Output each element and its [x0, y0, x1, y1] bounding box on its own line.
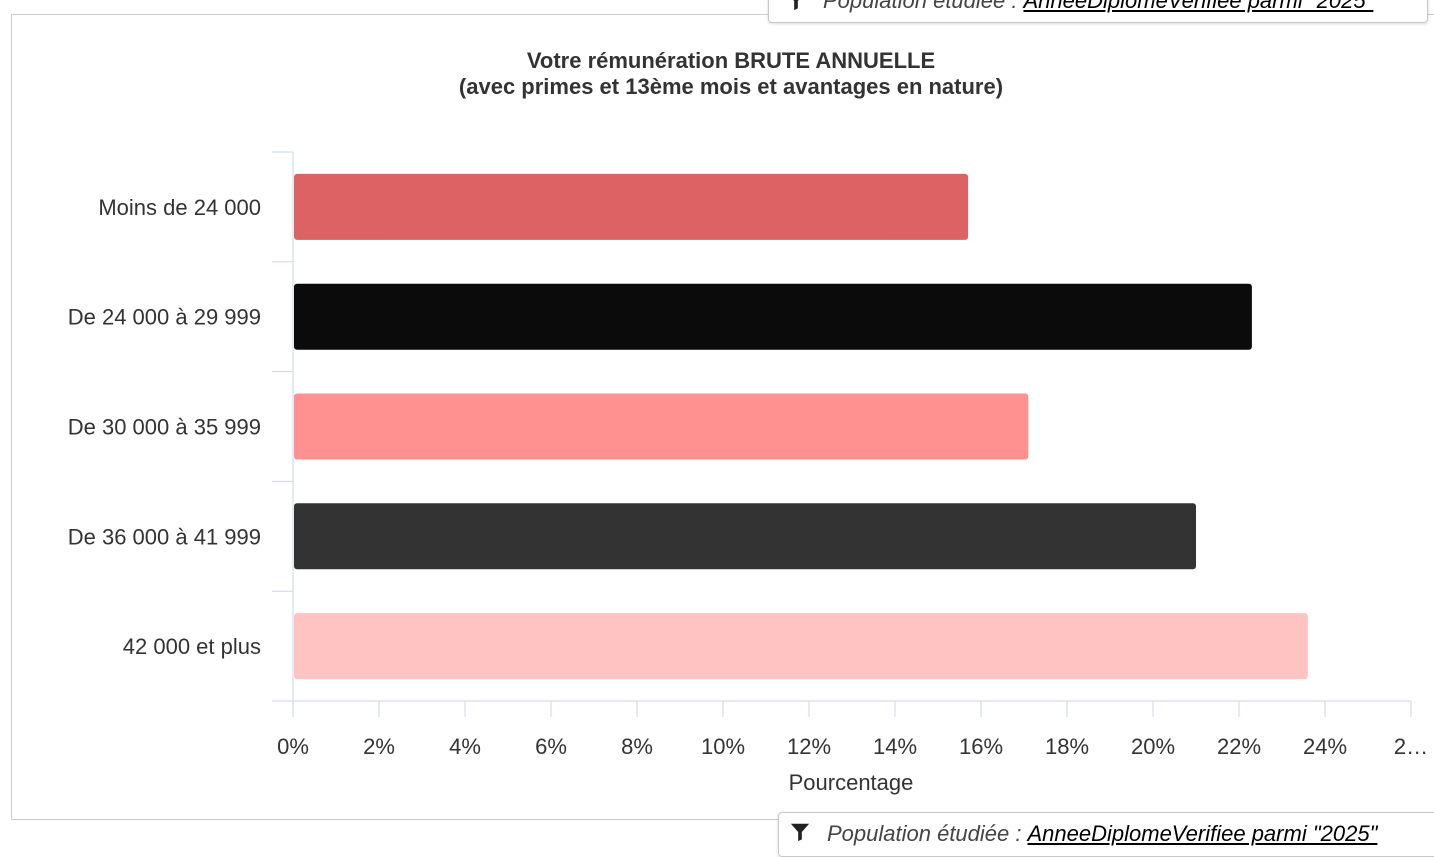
filter-label: Population étudiée : — [823, 0, 1018, 13]
category-label: 42 000 et plus — [123, 634, 261, 659]
bar — [294, 613, 1308, 680]
bar — [294, 283, 1252, 350]
x-tick-label: 8% — [621, 734, 653, 759]
x-tick-label: 10% — [701, 734, 745, 759]
x-tick-label: 2% — [363, 734, 395, 759]
filter-icon — [793, 0, 799, 10]
bar — [294, 173, 969, 240]
category-label: De 36 000 à 41 999 — [68, 524, 261, 549]
x-tick-label: 24% — [1303, 734, 1347, 759]
bar — [294, 393, 1029, 460]
x-tick-label: 0% — [277, 734, 309, 759]
population-filter-top[interactable]: Population étudiée : AnneeDiplomeVerifie… — [768, 0, 1428, 23]
x-tick-label: 14% — [873, 734, 917, 759]
x-axis-label: Pourcentage — [789, 770, 914, 795]
category-label: De 30 000 à 35 999 — [68, 415, 261, 440]
category-label: De 24 000 à 29 999 — [68, 305, 261, 330]
x-tick-label: 2… — [1394, 734, 1428, 759]
filter-value[interactable]: AnneeDiplomeVerifiee parmi "2025" — [1023, 0, 1374, 13]
filter-label: Population étudiée : — [827, 821, 1022, 846]
x-tick-label: 6% — [535, 734, 567, 759]
filter-value[interactable]: AnneeDiplomeVerifiee parmi "2025" — [1027, 821, 1378, 846]
bar — [294, 503, 1196, 570]
x-tick-label: 20% — [1131, 734, 1175, 759]
filter-icon — [790, 823, 810, 842]
x-tick-label: 18% — [1045, 734, 1089, 759]
chart-title: Votre rémunération BRUTE ANNUELLE — [527, 48, 935, 73]
plot-area: Moins de 24 000 De 24 000 à 29 999 De 30 0… — [68, 151, 1428, 759]
chart-subtitle: (avec primes et 13ème mois et avantages … — [459, 74, 1003, 99]
x-tick-label: 12% — [787, 734, 831, 759]
category-label: Moins de 24 000 — [98, 195, 261, 220]
x-tick-label: 22% — [1217, 734, 1261, 759]
x-tick-label: 16% — [959, 734, 1003, 759]
x-tick-label: 4% — [449, 734, 481, 759]
population-filter-bottom[interactable]: Population étudiée : AnneeDiplomeVerifie… — [778, 812, 1434, 857]
